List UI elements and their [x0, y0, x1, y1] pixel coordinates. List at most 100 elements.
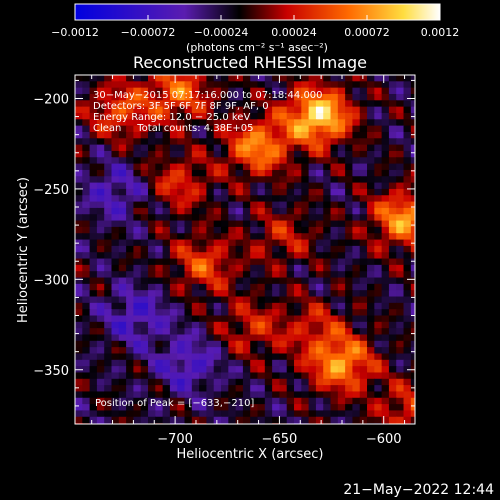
heatmap-cell — [323, 340, 332, 348]
heatmap-cell — [242, 93, 251, 101]
heatmap-cell — [272, 404, 281, 412]
heatmap-cell — [294, 391, 302, 399]
heatmap-cell — [118, 391, 127, 399]
heatmap-cell — [228, 100, 237, 108]
heatmap-cell — [75, 87, 83, 95]
heatmap-cell — [140, 182, 149, 190]
heatmap-cell — [221, 258, 229, 266]
heatmap-cell — [89, 112, 98, 120]
heatmap-cell — [367, 264, 375, 272]
heatmap-cell — [104, 176, 113, 184]
heatmap-cell — [89, 372, 98, 380]
heatmap-cell — [272, 366, 281, 374]
heatmap-cell — [133, 366, 142, 374]
colorbar-tick-label: 0.00072 — [344, 26, 390, 39]
heatmap-cell — [374, 131, 383, 139]
heatmap-cell — [104, 283, 113, 291]
heatmap-cell — [294, 220, 302, 228]
heatmap-cell — [191, 258, 200, 266]
heatmap-cell — [396, 163, 405, 171]
heatmap-cell — [337, 169, 346, 177]
heatmap-cell — [148, 277, 156, 285]
heatmap-cell — [133, 169, 142, 177]
heatmap-cell — [367, 321, 375, 329]
heatmap-cell — [177, 321, 186, 329]
heatmap-cell — [133, 264, 142, 272]
heatmap-cell — [206, 347, 215, 355]
heatmap-cell — [118, 296, 127, 304]
heatmap-cell — [162, 81, 171, 89]
heatmap-cell — [294, 359, 302, 367]
heatmap-cell — [410, 81, 415, 89]
heatmap-cell — [221, 131, 229, 139]
heatmap-cell — [96, 112, 105, 120]
heatmap-cell — [96, 245, 105, 253]
heatmap-cell — [410, 75, 415, 82]
heatmap-cell — [75, 296, 83, 304]
heatmap-cell — [272, 378, 281, 386]
heatmap-cell — [228, 366, 237, 374]
heatmap-cell — [272, 309, 281, 317]
heatmap-cell — [199, 277, 208, 285]
heatmap-cell — [111, 321, 120, 329]
heatmap-cell — [213, 309, 222, 317]
heatmap-cell — [301, 416, 310, 424]
heatmap-cell — [104, 334, 113, 342]
heatmap-cell — [235, 397, 244, 405]
heatmap-cell — [148, 75, 156, 82]
heatmap-cell — [264, 239, 273, 247]
heatmap-cell — [199, 366, 208, 374]
heatmap-cell — [191, 340, 200, 348]
heatmap-cell — [410, 87, 415, 95]
heatmap-cell — [75, 252, 83, 260]
heatmap-cell — [272, 157, 281, 165]
heatmap-cell — [96, 214, 105, 222]
heatmap-cell — [104, 429, 112, 436]
heatmap-cell — [140, 169, 149, 177]
heatmap-cell — [323, 252, 332, 260]
heatmap-cell — [169, 309, 178, 317]
heatmap-cell — [410, 176, 415, 184]
heatmap-cell — [272, 410, 281, 418]
heatmap-cell — [162, 112, 171, 120]
heatmap-cell — [381, 144, 390, 152]
heatmap-cell — [228, 315, 237, 323]
heatmap-cell — [286, 283, 295, 291]
heatmap-cell — [191, 385, 200, 393]
heatmap-cell — [184, 366, 193, 374]
heatmap-cell — [286, 391, 295, 399]
heatmap-cell — [330, 397, 339, 405]
heatmap-cell — [221, 201, 229, 209]
y-axis-label: Heliocentric Y (arcsec) — [16, 177, 31, 323]
heatmap-cell — [286, 321, 295, 329]
heatmap-cell — [221, 81, 229, 89]
heatmap-cell — [228, 138, 237, 146]
heatmap-cell — [388, 283, 397, 291]
heatmap-cell — [184, 315, 193, 323]
heatmap-cell — [388, 144, 397, 152]
heatmap-cell — [374, 277, 383, 285]
heatmap-cell — [330, 150, 339, 158]
heatmap-cell — [250, 112, 259, 120]
heatmap-cell — [126, 416, 135, 424]
heatmap-cell — [206, 309, 215, 317]
heatmap-cell — [206, 277, 215, 285]
heatmap-cell — [403, 100, 412, 108]
heatmap-cell — [148, 239, 156, 247]
heatmap-cell — [272, 75, 281, 82]
heatmap-cell — [388, 309, 397, 317]
heatmap-cell — [403, 201, 412, 209]
heatmap-cell — [359, 353, 368, 361]
heatmap-cell — [396, 106, 405, 114]
heatmap-cell — [82, 309, 91, 317]
heatmap-cell — [118, 150, 127, 158]
heatmap-cell — [315, 334, 324, 342]
heatmap-cell — [213, 353, 222, 361]
heatmap-cell — [206, 385, 215, 393]
heatmap-cell — [374, 207, 383, 215]
heatmap-cell — [359, 283, 368, 291]
heatmap-cell — [279, 201, 288, 209]
heatmap-cell — [191, 138, 200, 146]
heatmap-cell — [418, 322, 426, 329]
heatmap-cell — [381, 220, 390, 228]
